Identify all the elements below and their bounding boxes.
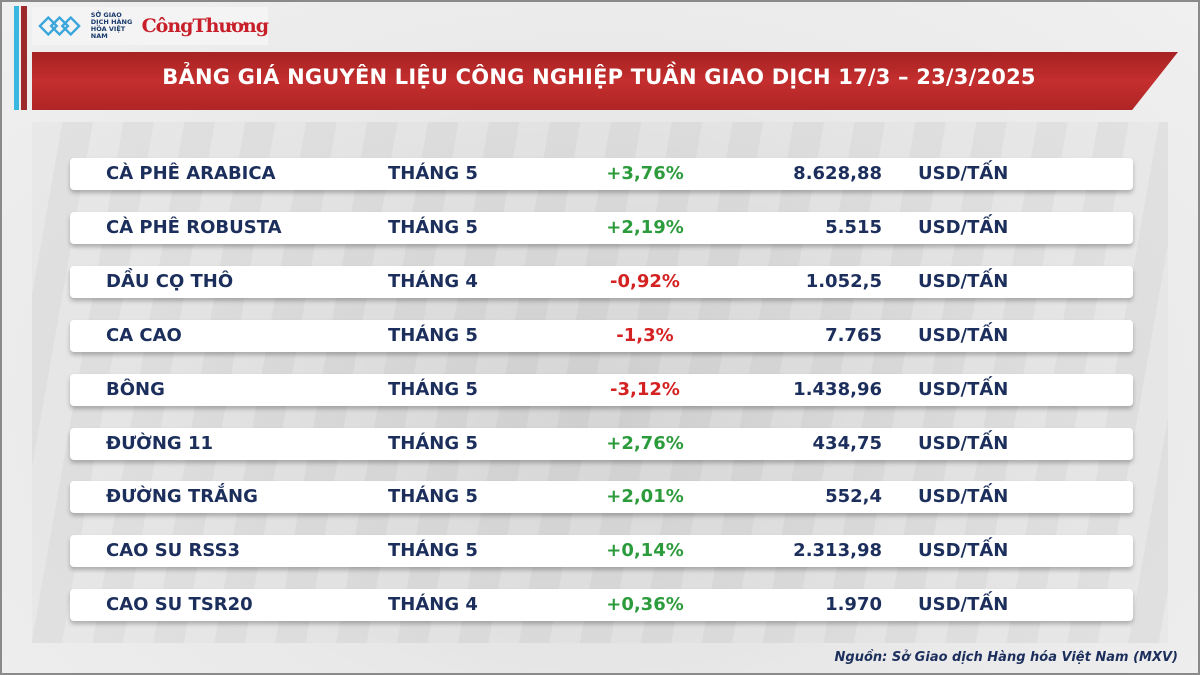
accent-bar-cyan xyxy=(14,6,19,110)
commodity-name: BÔNG xyxy=(106,378,165,400)
price: 1.438,96 xyxy=(793,378,882,400)
table-row: ĐƯỜNG 11 THÁNG 5 +2,76% 434,75 USD/TẤN xyxy=(70,427,1133,460)
price: 2.313,98 xyxy=(793,540,882,562)
contract-month: THÁNG 5 xyxy=(388,324,478,346)
table-row: CÀ PHÊ ARABICA THÁNG 5 +3,76% 8.628,88 USD/T… xyxy=(70,158,1133,190)
price: 1.052,5 xyxy=(805,270,882,292)
contract-month: THÁNG 4 xyxy=(388,594,478,616)
table-row: CAO SU TSR20 THÁNG 4 +0,36% 1.970 USD/TẤN xyxy=(70,589,1133,622)
mxv-logo-icon xyxy=(38,15,81,37)
unit: USD/TẤN xyxy=(918,378,1009,400)
commodity-name: ĐƯỜNG 11 xyxy=(106,432,213,454)
contract-month: THÁNG 5 xyxy=(388,163,478,184)
price: 7.765 xyxy=(825,324,882,346)
table-row: DẦU CỌ THÔ THÁNG 4 -0,92% 1.052,5 USD/TẤN xyxy=(70,265,1133,298)
contract-month: THÁNG 5 xyxy=(388,216,478,238)
unit: USD/TẤN xyxy=(918,324,1009,346)
percent-change: +0,36% xyxy=(606,594,684,616)
logo: SỞ GIAO DỊCH HÀNG HÓA VIỆT NAM CôngThươn… xyxy=(32,7,269,45)
unit: USD/TẤN xyxy=(918,594,1009,616)
contract-month: THÁNG 5 xyxy=(388,540,478,562)
price: 1.970 xyxy=(825,594,882,616)
percent-change: -1,3% xyxy=(616,324,674,346)
percent-change: +2,19% xyxy=(606,216,684,238)
logo-org-text: SỞ GIAO DỊCH HÀNG HÓA VIỆT NAM xyxy=(90,11,133,40)
commodity-name: CAO SU RSS3 xyxy=(106,540,241,562)
price: 434,75 xyxy=(812,432,882,454)
commodity-name: CAO SU TSR20 xyxy=(106,594,253,616)
table-row: ĐƯỜNG TRẮNG THÁNG 5 +2,01% 552,4 USD/TẤN xyxy=(70,481,1133,514)
commodity-name: ĐƯỜNG TRẮNG xyxy=(106,486,258,508)
contract-month: THÁNG 4 xyxy=(388,270,478,292)
table-row: BÔNG THÁNG 5 -3,12% 1.438,96 USD/TẤN xyxy=(70,373,1133,406)
unit: USD/TẤN xyxy=(918,540,1009,562)
logo-brand: CôngThương xyxy=(141,15,269,37)
unit: USD/TẤN xyxy=(918,486,1009,508)
price: 552,4 xyxy=(825,486,882,508)
commodity-name: CÀ PHÊ ROBUSTA xyxy=(106,216,282,238)
percent-change: +3,76% xyxy=(606,163,684,184)
contract-month: THÁNG 5 xyxy=(388,486,478,508)
percent-change: +2,76% xyxy=(606,432,684,454)
unit: USD/TẤN xyxy=(918,216,1009,238)
unit: USD/TẤN xyxy=(918,432,1009,454)
percent-change: +2,01% xyxy=(606,486,684,508)
title-banner xyxy=(32,52,1178,110)
price: 5.515 xyxy=(825,216,882,238)
page-title: BẢNG GIÁ NGUYÊN LIỆU CÔNG NGHIỆP TUẦN GI… xyxy=(162,65,1036,89)
source-note: Nguồn: Sở Giao dịch Hàng hóa Việt Nam (M… xyxy=(834,650,1178,665)
contract-month: THÁNG 5 xyxy=(388,432,478,454)
percent-change: -3,12% xyxy=(610,378,680,400)
price: 8.628,88 xyxy=(793,163,882,184)
commodity-name: CA CAO xyxy=(106,324,182,346)
percent-change: -0,92% xyxy=(610,270,680,292)
percent-change: +0,14% xyxy=(606,540,684,562)
unit: USD/TẤN xyxy=(918,270,1009,292)
contract-month: THÁNG 5 xyxy=(388,378,478,400)
table-row: CA CAO THÁNG 5 -1,3% 7.765 USD/TẤN xyxy=(70,319,1133,352)
table-row: CAO SU RSS3 THÁNG 5 +0,14% 2.313,98 USD/TẤN xyxy=(70,535,1133,568)
accent-bar-red xyxy=(21,6,27,110)
commodity-name: CÀ PHÊ ARABICA xyxy=(106,163,276,184)
commodity-name: DẦU CỌ THÔ xyxy=(106,270,234,292)
table-row: CÀ PHÊ ROBUSTA THÁNG 5 +2,19% 5.515 USD/TẤN xyxy=(70,211,1133,244)
unit: USD/TẤN xyxy=(918,163,1009,184)
